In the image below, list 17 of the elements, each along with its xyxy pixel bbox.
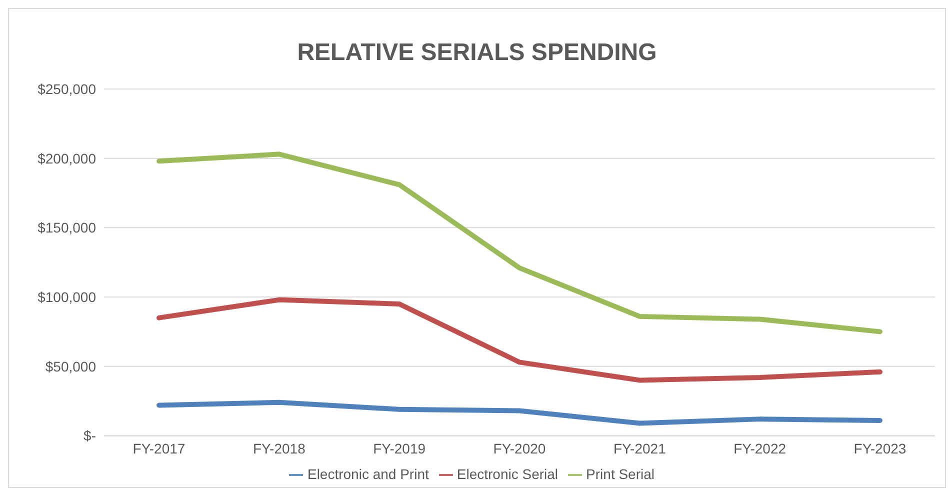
legend-label: Print Serial [586, 466, 655, 482]
chart-title: RELATIVE SERIALS SPENDING [296, 38, 658, 68]
y-tick-label: $250,000 [38, 80, 96, 97]
legend-label: Electronic and Print [307, 466, 429, 482]
x-tick-label: FY-2019 [373, 440, 426, 457]
y-tick-label: $- [84, 428, 96, 444]
x-tick-label: FY-2023 [854, 440, 906, 457]
x-tick-label: FY-2020 [493, 440, 546, 457]
x-tick-label: FY-2017 [132, 440, 186, 457]
y-tick-label: $100,000 [38, 288, 96, 305]
x-tick-label: FY-2021 [613, 440, 666, 457]
y-tick-label: $150,000 [38, 220, 96, 236]
y-tick-label: $200,000 [38, 150, 96, 166]
x-tick-label: FY-2018 [252, 440, 306, 457]
x-tick-label: FY-2022 [734, 440, 786, 457]
y-tick-label: $50,000 [45, 358, 96, 374]
legend-label: Electronic Serial [456, 466, 558, 482]
